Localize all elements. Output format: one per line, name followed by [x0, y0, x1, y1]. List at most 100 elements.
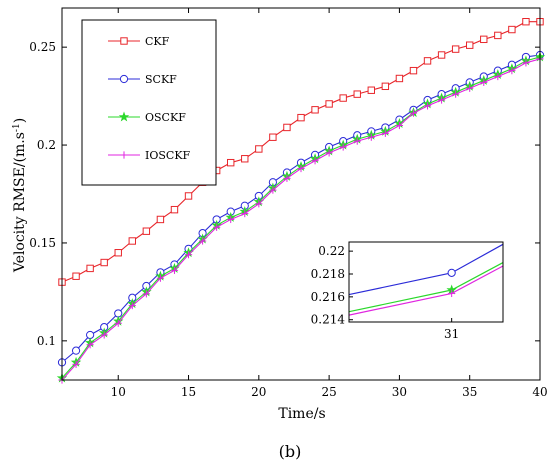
- data-point-ckf-11: [128, 237, 136, 245]
- data-point-iosckf-18: [227, 215, 235, 224]
- data-point-ckf-28: [367, 86, 375, 94]
- data-point-ckf-21: [269, 133, 277, 141]
- y-axis-label-tail: ): [12, 118, 28, 123]
- x-tick-label-20: 20: [251, 385, 266, 399]
- inset-x-tick-label-0: 31: [444, 327, 459, 341]
- data-point-ckf-29: [381, 82, 390, 91]
- legend-entry-osckf: OSCKF: [108, 111, 186, 124]
- plot-frame: [61, 7, 541, 381]
- legend-label-sckf: SCKF: [145, 73, 177, 86]
- data-point-ckf-20: [255, 145, 263, 153]
- inset-y-tick-label-3: 0.22: [318, 244, 345, 258]
- data-point-iosckf-28: [367, 133, 375, 141]
- series-iosckf: [58, 55, 544, 384]
- legend-box: [81, 19, 217, 186]
- data-point-ckf-19: [241, 155, 249, 163]
- legend-marker-osckf: [118, 111, 130, 122]
- legend-label-iosckf: IOSCKF: [145, 149, 191, 162]
- data-point-iosckf-21: [269, 186, 277, 194]
- data-point-iosckf-16: [198, 237, 207, 245]
- y-tick-label-0.2: 0.2: [37, 138, 56, 152]
- data-point-iosckf-7: [72, 360, 80, 368]
- data-point-iosckf-14: [170, 266, 179, 274]
- data-point-ckf-31: [409, 66, 418, 75]
- y-axis-label: Velocity RMSE/(m.s-1): [12, 118, 28, 273]
- data-point-ckf-32: [423, 57, 432, 65]
- legend-entry-ckf: CKF: [108, 35, 170, 48]
- data-point-iosckf-26: [339, 143, 347, 151]
- legend: CKF SCKF OSCKF IOSCKF: [81, 19, 217, 186]
- x-tick-label-25: 25: [321, 385, 336, 399]
- inset-marker-iosckf: [448, 289, 456, 298]
- legend-entry-sckf: SCKF: [108, 73, 177, 86]
- data-point-iosckf-35: [466, 84, 474, 92]
- data-point-iosckf-38: [508, 67, 516, 75]
- data-point-ckf-22: [283, 123, 291, 132]
- data-point-ckf-8: [86, 264, 94, 273]
- data-point-iosckf-17: [213, 223, 221, 231]
- data-point-iosckf-36: [480, 78, 488, 86]
- legend-marker-iosckf: [120, 151, 128, 159]
- data-point-ckf-30: [395, 74, 404, 83]
- y-tick-label-0.15: 0.15: [29, 236, 56, 250]
- data-point-ckf-23: [297, 113, 305, 122]
- data-point-ckf-35: [466, 41, 474, 49]
- data-point-iosckf-29: [381, 129, 389, 137]
- data-point-ckf-18: [227, 158, 235, 167]
- data-point-iosckf-19: [241, 209, 249, 218]
- inset-marker-sckf: [447, 268, 456, 277]
- data-point-sckf-7: [71, 346, 81, 355]
- data-point-iosckf-32: [423, 102, 432, 110]
- data-point-ckf-27: [353, 90, 361, 98]
- data-point-iosckf-33: [437, 96, 446, 104]
- data-point-iosckf-15: [184, 251, 193, 259]
- data-point-iosckf-27: [353, 137, 361, 145]
- x-tick-label-10: 10: [111, 385, 126, 399]
- data-point-iosckf-34: [452, 90, 460, 98]
- data-point-ckf-7: [72, 272, 80, 280]
- zoom-inset: 0.214 0.216 0.218 0.22 31: [311, 241, 504, 341]
- main-axes: 10 15 20 25 30 35 40 0.1 0.15 0.2 0.25: [29, 7, 548, 399]
- data-point-ckf-26: [339, 94, 347, 102]
- figure-caption: (b): [279, 442, 302, 461]
- data-point-ckf-38: [508, 25, 516, 34]
- data-point-ckf-13: [156, 215, 165, 224]
- data-point-ckf-34: [451, 45, 460, 53]
- data-point-iosckf-39: [522, 59, 530, 67]
- data-point-ckf-25: [325, 100, 333, 108]
- data-point-iosckf-9: [100, 331, 108, 339]
- data-point-ckf-9: [100, 258, 108, 267]
- legend-entry-iosckf: IOSCKF: [108, 149, 191, 162]
- inset-y-tick-label-2: 0.218: [311, 267, 345, 281]
- y-tick-label-0.1: 0.1: [37, 334, 56, 348]
- inset-series-iosckf: [348, 265, 504, 316]
- data-point-ckf-15: [184, 192, 193, 200]
- data-point-iosckf-30: [395, 121, 404, 130]
- legend-marker-ckf: [120, 37, 128, 45]
- y-axis-label-main: Velocity RMSE/(m.s: [12, 132, 28, 273]
- main-series-group: [56, 18, 546, 384]
- data-point-ckf-36: [480, 35, 488, 44]
- data-point-ckf-10: [114, 249, 122, 257]
- data-point-iosckf-12: [142, 290, 150, 298]
- x-axis-label: Time/s: [278, 406, 325, 422]
- data-point-iosckf-31: [409, 109, 418, 117]
- x-tick-label-30: 30: [392, 385, 407, 399]
- data-point-ckf-39: [522, 18, 530, 26]
- data-point-ckf-12: [142, 227, 151, 235]
- data-point-iosckf-23: [297, 164, 305, 173]
- data-point-ckf-37: [494, 31, 502, 40]
- data-point-iosckf-22: [283, 174, 291, 182]
- legend-marker-sckf: [119, 74, 129, 84]
- data-point-iosckf-11: [128, 302, 136, 310]
- inset-y-tick-label-1: 0.216: [311, 290, 345, 304]
- data-point-iosckf-10: [114, 319, 122, 327]
- inset-frame: [348, 241, 504, 323]
- x-tick-label-40: 40: [532, 385, 547, 399]
- data-point-iosckf-37: [494, 72, 502, 81]
- data-point-iosckf-20: [255, 200, 263, 208]
- data-point-ckf-14: [170, 205, 179, 214]
- x-tick-label-35: 35: [462, 385, 477, 399]
- data-point-iosckf-8: [86, 341, 94, 349]
